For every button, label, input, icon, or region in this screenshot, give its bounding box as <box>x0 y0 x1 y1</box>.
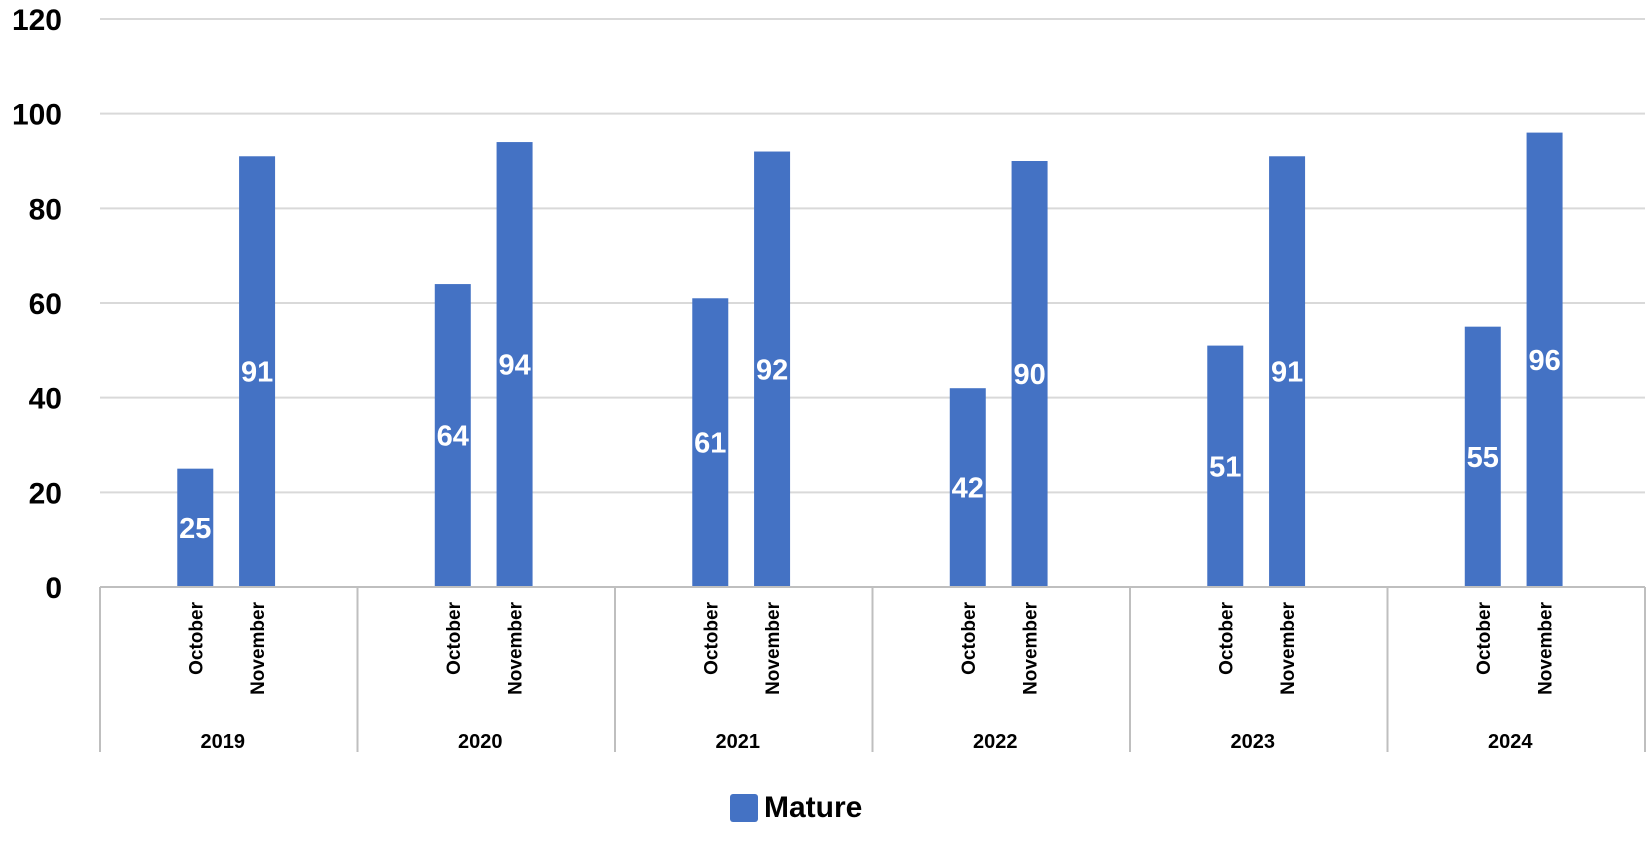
legend-label: Mature <box>764 791 862 824</box>
bar-2023-november <box>1269 156 1306 587</box>
x-group-label-year: 2020 <box>458 731 503 753</box>
bar-2022-november <box>1011 161 1048 587</box>
data-label: 25 <box>179 513 211 545</box>
data-label: 91 <box>241 357 273 389</box>
bar-2022-october <box>949 388 986 587</box>
x-tick-label-month: October <box>1216 601 1237 674</box>
bar-2019-november <box>239 156 276 587</box>
x-tick-label-month: October <box>186 601 207 674</box>
y-tick-label: 20 <box>29 477 62 510</box>
y-tick-label: 60 <box>29 288 62 321</box>
data-label: 64 <box>437 421 469 453</box>
data-label: 91 <box>1271 357 1303 389</box>
data-label: 55 <box>1467 442 1499 474</box>
x-tick-label-month: October <box>444 601 465 674</box>
x-tick-label-month: November <box>1021 601 1042 695</box>
bar-2024-october <box>1464 326 1501 587</box>
y-tick-label: 120 <box>12 4 62 37</box>
bar-2024-november <box>1526 132 1563 587</box>
data-label: 61 <box>694 428 726 460</box>
data-label: 92 <box>756 354 788 386</box>
x-tick-label-month: November <box>763 601 784 695</box>
y-tick-label: 0 <box>45 572 62 605</box>
data-label: 90 <box>1013 359 1045 391</box>
x-group-label-year: 2023 <box>1231 731 1276 753</box>
x-tick-label-month: November <box>1278 601 1299 695</box>
bar-2023-october <box>1207 345 1244 587</box>
x-tick-label-month: October <box>959 601 980 674</box>
x-group-label-year: 2019 <box>201 731 246 753</box>
data-label: 51 <box>1209 451 1241 483</box>
y-tick-label: 40 <box>29 383 62 416</box>
x-tick-label-month: October <box>1474 601 1495 674</box>
bar-2020-november <box>496 142 533 588</box>
legend-swatch <box>730 794 758 822</box>
data-label: 42 <box>952 473 984 505</box>
y-tick-label: 80 <box>29 193 62 226</box>
y-tick-label: 100 <box>12 99 62 132</box>
x-tick-label-month: November <box>506 601 527 695</box>
bar-2019-october <box>177 468 214 587</box>
x-group-label-year: 2024 <box>1488 731 1533 753</box>
x-tick-label-month: November <box>248 601 269 695</box>
x-group-label-year: 2022 <box>973 731 1018 753</box>
x-tick-label-month: October <box>701 601 722 674</box>
data-label: 96 <box>1528 345 1560 377</box>
x-group-label-year: 2021 <box>716 731 761 753</box>
bar-2021-october <box>692 298 729 587</box>
data-label: 94 <box>498 350 530 382</box>
x-tick-label-month: November <box>1536 601 1557 695</box>
bar-2021-november <box>754 151 791 588</box>
bar-2020-october <box>434 284 471 587</box>
